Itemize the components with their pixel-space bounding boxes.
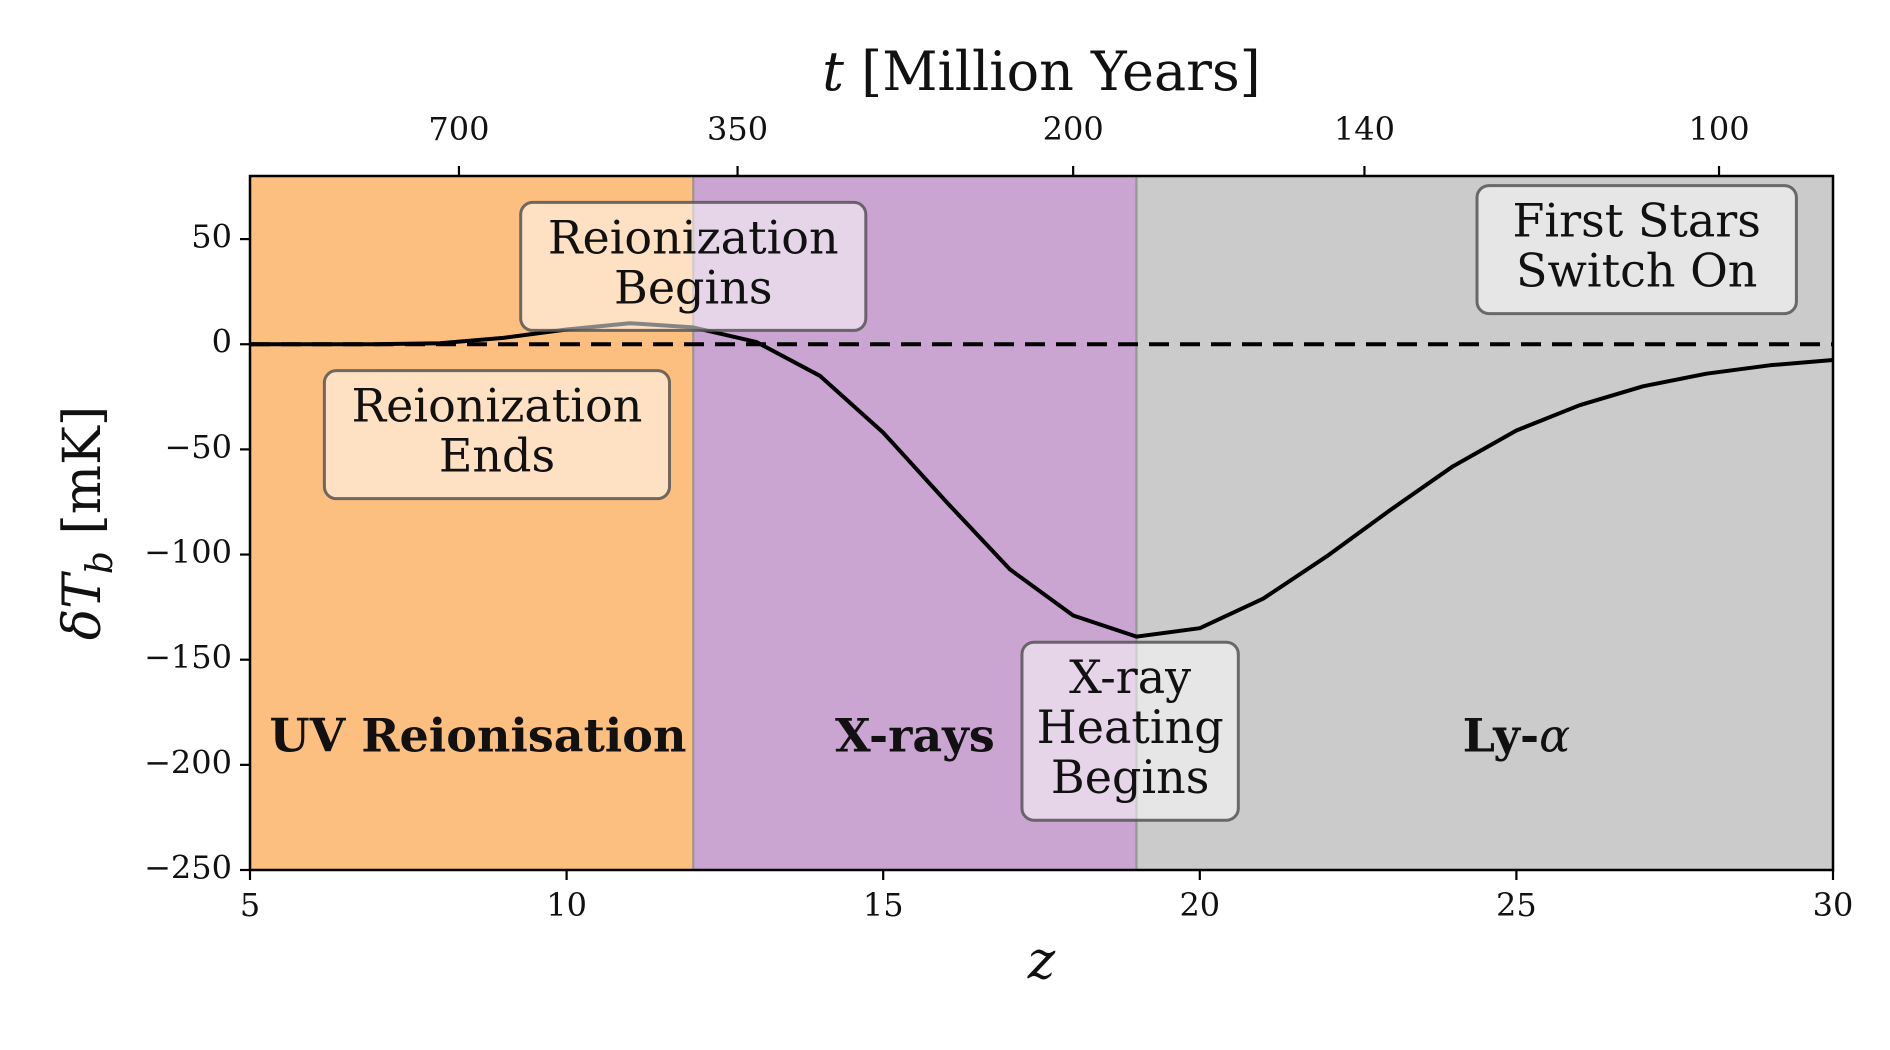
region-label-ly-alpha-greek: α <box>1539 709 1570 763</box>
annotation-text-line: Reionization <box>352 379 643 433</box>
region-label-x-rays: X-rays <box>835 709 995 763</box>
region-label-ly-alpha: Ly-α <box>1463 709 1571 763</box>
region-label-ly-alpha-main: Ly- <box>1463 709 1540 763</box>
annotation-text-line: Ends <box>439 429 555 483</box>
top-tick-label: 350 <box>707 110 768 148</box>
region-label-uv-reionisation: UV Reionisation <box>269 709 686 763</box>
y-axis-title-unit: [mK] <box>53 406 113 551</box>
top-axis-title-symbol: t <box>822 40 844 103</box>
top-axis-title-unit: [Million Years] <box>844 40 1261 103</box>
annotation-text-line: Switch On <box>1516 244 1757 298</box>
y-axis-title-subscript: b <box>80 551 121 574</box>
x-tick-label: 5 <box>240 886 260 924</box>
x-tick-label: 20 <box>1179 886 1220 924</box>
x-tick-label: 10 <box>546 886 587 924</box>
y-tick-label: −200 <box>144 743 232 781</box>
top-tick-label: 200 <box>1043 110 1104 148</box>
annotation-text-line: First Stars <box>1513 194 1761 248</box>
top-tick-label: 140 <box>1334 110 1395 148</box>
top-tick-label: 100 <box>1688 110 1749 148</box>
y-tick-label: −250 <box>144 849 232 887</box>
y-tick-label: −100 <box>144 533 232 571</box>
plot-frame <box>248 174 1835 872</box>
signal-line-1 <box>250 321 1834 639</box>
x-tick-label: 15 <box>863 886 904 924</box>
x-axis-title: z <box>1027 931 1056 991</box>
y-tick-label: −150 <box>144 638 232 676</box>
y-tick-label: 50 <box>191 218 232 256</box>
y-tick-label: −50 <box>164 428 232 466</box>
annotation-box <box>1020 640 1240 822</box>
y-tick-label: 0 <box>212 323 232 361</box>
top-tick-label: 700 <box>428 110 489 148</box>
annotation-text-line: X-ray <box>1069 650 1191 704</box>
annotation-text-line: Begins <box>1051 750 1209 804</box>
annotation-text-line: Reionization <box>548 210 839 264</box>
annotation-box <box>1475 184 1798 316</box>
x-tick-label: 25 <box>1496 886 1537 924</box>
top-axis-title: t [Million Years] <box>822 40 1260 103</box>
y-axis-title-symbol: δT <box>53 571 113 640</box>
annotation-text-line: Heating <box>1037 700 1224 754</box>
axes-group: 5 10 15 20 25 30 50 0 −50 −100 −150 −200 −250 700 350 2… <box>53 40 1853 991</box>
annotation-box <box>519 200 868 332</box>
y-axis-title: δTb [mK] <box>53 406 121 640</box>
annotation-text-line: Begins <box>614 260 772 314</box>
annotation-box <box>322 369 672 501</box>
annotation-group: UV Reionisation X-rays Ly-αReionizationBeg… <box>269 184 1798 822</box>
x-tick-label: 30 <box>1813 886 1854 924</box>
